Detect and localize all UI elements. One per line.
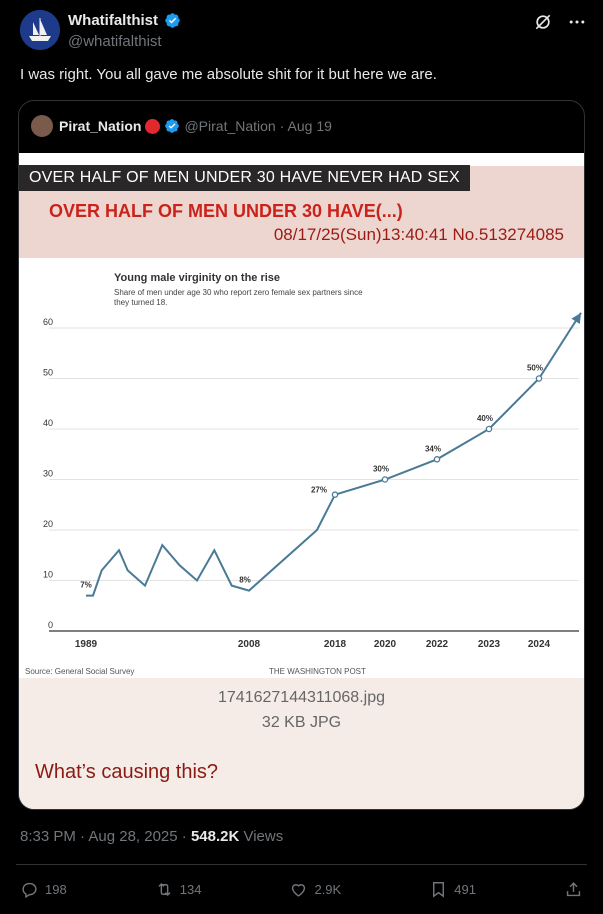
data-label: 27% [311, 486, 327, 495]
y-tick-label: 50 [43, 368, 53, 378]
data-point-marker [331, 491, 339, 498]
chart-credit: THE WASHINGTON POST [269, 667, 366, 676]
x-tick-label: 2008 [238, 639, 261, 650]
tweet-meta: 8:33 PM · Aug 28, 2025 · 548.2K Views [20, 828, 283, 845]
more-options-icon[interactable] [567, 12, 587, 32]
data-label: 7% [80, 581, 92, 590]
image-caption: What’s causing this? [35, 761, 219, 783]
chart-subtitle: Share of men under age 30 who report zer… [114, 288, 365, 307]
tweet-text: I was right. You all gave me absolute sh… [20, 66, 437, 83]
author-display-name[interactable]: Whatifalthist [68, 12, 158, 30]
heart-icon [292, 883, 306, 897]
reply-button[interactable]: 198 [20, 880, 67, 899]
quote-header: Pirat_Nation @Pirat_Nation · Aug 19 [31, 115, 332, 137]
data-point-marker [433, 456, 441, 463]
y-tick-label: 40 [43, 418, 53, 428]
y-tick-label: 10 [43, 570, 53, 580]
repost-count: 134 [179, 881, 202, 897]
author-avatar[interactable] [20, 10, 60, 50]
data-point-marker [485, 425, 493, 433]
x-tick-label: 2018 [324, 639, 347, 650]
views-label: Views [239, 828, 284, 845]
image-red-title: OVER HALF OF MEN UNDER 30 HAVE(...) [49, 201, 403, 221]
data-label: 30% [373, 465, 389, 474]
quote-author-handle[interactable]: @Pirat_Nation [184, 118, 276, 134]
verified-badge-icon [165, 13, 181, 29]
y-tick-label: 0 [48, 620, 53, 630]
x-tick-label: 2024 [528, 639, 551, 650]
repost-icon [158, 882, 171, 896]
bookmark-icon [433, 881, 445, 898]
x-tick-label: 1989 [75, 639, 98, 650]
y-tick-label: 60 [43, 317, 53, 327]
grok-icon[interactable] [533, 12, 553, 32]
red-circle-icon [145, 118, 161, 134]
reply-count: 198 [45, 881, 67, 897]
share-button[interactable] [564, 880, 583, 899]
quote-author-name[interactable]: Pirat_Nation [59, 118, 142, 134]
x-tick-label: 2023 [478, 639, 501, 650]
chart-area: Young male virginity on the rise Share o… [19, 258, 584, 678]
quote-date: · Aug 19 [279, 118, 332, 134]
y-tick-label: 20 [43, 519, 53, 529]
author-handle[interactable]: @whatifalthist [68, 33, 162, 50]
data-label: 50% [527, 364, 543, 373]
like-count: 2.9K [314, 881, 342, 897]
series-line [86, 312, 582, 597]
data-point-marker [535, 375, 543, 382]
image-overlay-banner: OVER HALF OF MEN UNDER 30 HAVE NEVER HAD… [19, 165, 470, 191]
tweet-timestamp[interactable]: 8:33 PM · Aug 28, 2025 · [20, 828, 191, 845]
x-tick-label: 2020 [374, 639, 397, 650]
data-label: 8% [239, 576, 251, 585]
data-point-marker [381, 476, 389, 483]
tweet-header: Whatifalthist @whatifalthist [16, 10, 587, 50]
image-filesize: 32 KB JPG [261, 714, 342, 731]
chart-title: Young male virginity on the rise [114, 272, 280, 284]
share-icon [566, 881, 581, 896]
chart-source: Source: General Social Survey [25, 667, 134, 676]
x-tick-label: 2022 [426, 639, 449, 650]
data-label: 40% [477, 414, 493, 423]
repost-button[interactable]: 134 [155, 880, 202, 899]
arrow-head-icon [571, 312, 581, 324]
action-bar: 198 134 2.9K 491 [20, 878, 583, 900]
data-label: 34% [425, 444, 441, 453]
line-chart: Young male virginity on the rise Share o… [25, 272, 582, 676]
like-button[interactable]: 2.9K [289, 880, 341, 899]
image-footer-area [19, 678, 584, 809]
image-filename: 1741627144311068.jpg [218, 689, 385, 706]
quoted-image[interactable]: OVER HALF OF MEN UNDER 30 HAVE NEVER HAD… [19, 153, 584, 809]
quote-author-avatar [31, 115, 53, 137]
bookmark-count: 491 [454, 881, 476, 897]
reply-icon [22, 882, 37, 898]
y-tick-label: 30 [43, 469, 53, 479]
divider [16, 864, 587, 865]
quoted-tweet[interactable]: Pirat_Nation @Pirat_Nation · Aug 19 OVER… [18, 100, 585, 810]
bookmark-button[interactable]: 491 [429, 880, 476, 899]
verified-badge-icon [165, 119, 180, 133]
image-post-datetime: 08/17/25(Sun)13:40:41 No.513274085 [273, 225, 564, 244]
views-count: 548.2K [190, 828, 240, 845]
